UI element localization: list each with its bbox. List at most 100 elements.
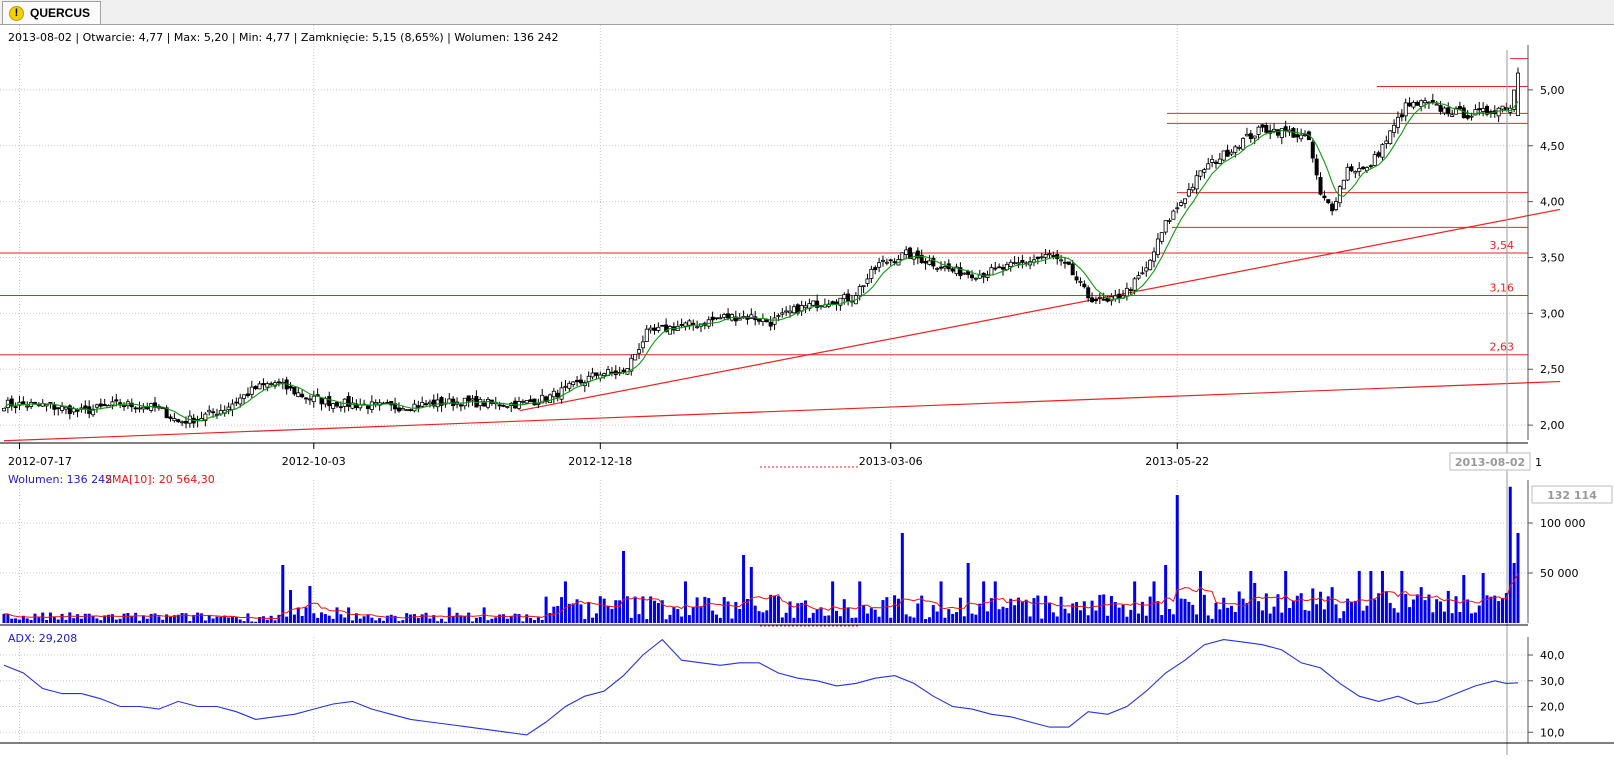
volume-bar — [993, 581, 997, 623]
volume-bar — [29, 620, 33, 623]
volume-bar — [1179, 598, 1183, 623]
candle-body — [919, 254, 924, 264]
volume-bar — [285, 616, 289, 623]
volume-bar — [1295, 595, 1299, 623]
price-x-tick-label: 2012-12-18 — [568, 455, 632, 468]
volume-bar — [432, 615, 436, 623]
volume-bar — [1005, 607, 1009, 623]
volume-bar — [1322, 609, 1326, 623]
volume-panel[interactable]: 50 000 100 000 132 114 Wolumen: 136 242 S… — [0, 473, 1613, 627]
volume-bar — [819, 607, 823, 623]
volume-bar — [72, 618, 76, 623]
volume-bar — [1144, 615, 1148, 623]
candle-body — [1504, 107, 1509, 111]
volume-bar — [1497, 601, 1501, 623]
candle-body — [865, 278, 870, 284]
volume-bar — [726, 601, 730, 623]
volume-bar — [1160, 615, 1164, 623]
price-y-tick-label: 4,50 — [1540, 140, 1565, 153]
candle-body — [621, 369, 626, 373]
candle-body — [1132, 278, 1137, 291]
volume-bar — [1319, 591, 1323, 623]
volume-bar — [192, 614, 196, 623]
volume-bar — [618, 600, 622, 623]
candle-body — [668, 326, 673, 335]
volume-bar — [873, 609, 877, 623]
candle-body — [1229, 151, 1234, 155]
volume-bar — [714, 614, 718, 623]
volume-bar — [1082, 601, 1086, 623]
volume-bar — [451, 615, 455, 623]
candle-body — [838, 297, 843, 306]
candle-body — [389, 401, 394, 406]
volume-bar — [1257, 601, 1261, 623]
volume-bar — [471, 621, 475, 623]
tab-quercus[interactable]: ! QUERCUS — [2, 1, 102, 24]
candle-body — [501, 404, 506, 407]
volume-bar — [1013, 605, 1017, 623]
volume-bar — [393, 615, 397, 623]
candle-body — [52, 404, 57, 410]
volume-bar — [227, 617, 231, 623]
candle-body — [373, 402, 378, 405]
volume-bar — [1198, 571, 1202, 623]
candle-body — [1260, 124, 1265, 128]
volume-bar — [420, 614, 424, 623]
candle-body — [1430, 99, 1435, 103]
volume-bar — [1477, 605, 1481, 623]
volume-bar — [265, 619, 269, 623]
volume-bar — [246, 613, 250, 623]
candle-body — [451, 398, 456, 407]
candle-body — [21, 401, 26, 405]
candle-body — [1353, 171, 1358, 174]
volume-bar — [250, 621, 254, 623]
volume-bar — [1411, 599, 1415, 623]
trend-line-short — [519, 208, 1561, 412]
candle-body — [1182, 198, 1187, 204]
candle-body — [83, 405, 88, 409]
candle-body — [424, 403, 429, 406]
candle-body — [1020, 259, 1025, 263]
adx-panel[interactable]: 10,0 20,0 30,0 40,0 ADX: 29,208 — [0, 632, 1614, 744]
volume-bar — [443, 621, 447, 623]
candle-body — [532, 398, 537, 406]
candle-body — [1171, 210, 1176, 220]
candle-body — [60, 406, 65, 411]
candle-body — [94, 404, 99, 408]
candle-body — [1469, 115, 1474, 118]
volume-bar — [1396, 612, 1400, 623]
volume-bar — [1040, 618, 1044, 623]
volume-bar — [1191, 604, 1195, 623]
candle-body — [17, 401, 22, 406]
volume-bar — [10, 618, 14, 623]
candle-body — [524, 399, 529, 404]
price-y-tick-label: 3,00 — [1540, 307, 1565, 320]
chart-area[interactable]: 2,00 2,50 3,00 3,50 4,00 4,50 5,00 3,54 3,16 2,6… — [0, 25, 1614, 767]
price-panel[interactable]: 2,00 2,50 3,00 3,50 4,00 4,50 5,00 3,54 3,16 2,6… — [0, 25, 1614, 755]
volume-bar — [1210, 618, 1214, 623]
volume-bar — [749, 567, 753, 623]
candle-body — [1221, 150, 1226, 161]
volume-bar — [1051, 612, 1055, 623]
volume-bar — [354, 613, 358, 623]
volume-bar — [606, 606, 610, 623]
volume-bar — [412, 614, 416, 623]
candle-body — [791, 306, 796, 314]
volume-bar — [1349, 601, 1353, 623]
volume-bar — [1168, 608, 1172, 623]
adx-y-tick-label: 10,0 — [1540, 726, 1565, 739]
volume-bar — [1512, 563, 1516, 623]
candle-body — [772, 317, 777, 325]
candle-body — [830, 301, 835, 305]
volume-bar — [1195, 614, 1199, 623]
volume-bar — [1404, 593, 1408, 623]
price-levels — [0, 58, 1561, 442]
volume-bar — [149, 613, 153, 623]
candle-body — [648, 327, 653, 331]
volume-bar — [835, 610, 839, 623]
volume-y-tick-label: 50 000 — [1540, 567, 1579, 580]
volume-bar — [1303, 609, 1307, 623]
volume-bar — [1346, 598, 1350, 623]
candle-body — [660, 324, 665, 327]
volume-bar — [56, 619, 60, 623]
